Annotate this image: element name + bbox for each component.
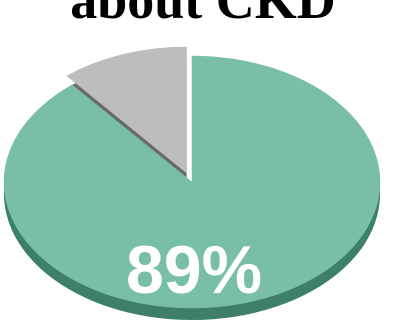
pie-slice-1 — [3, 55, 381, 309]
pie-slice-2 — [66, 46, 187, 174]
pie-slices — [3, 46, 381, 309]
data-label-main-slice: 89% — [126, 232, 262, 308]
chart-title: about CKD — [70, 0, 336, 30]
